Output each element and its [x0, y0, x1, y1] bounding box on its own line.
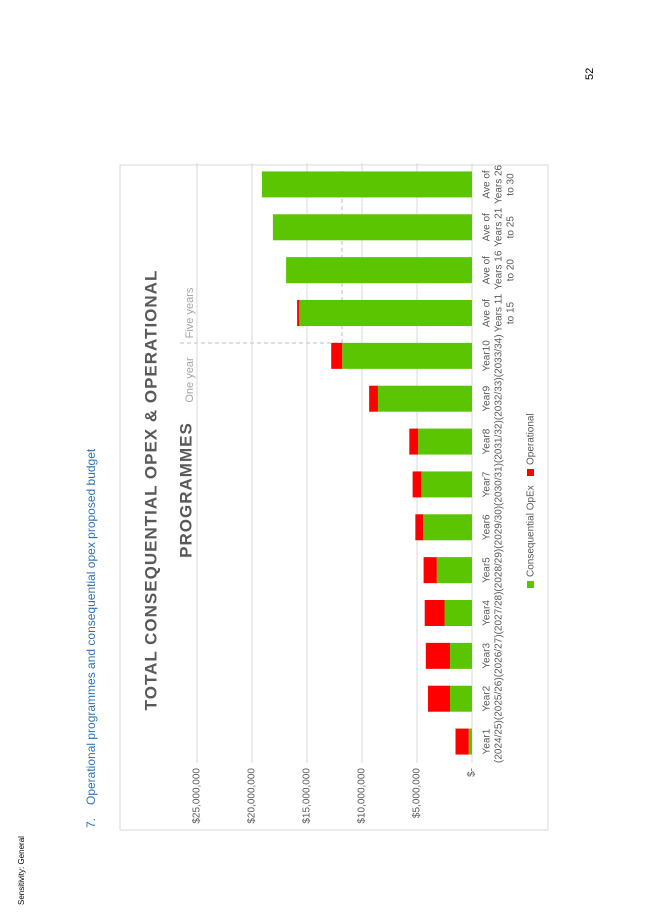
bar-segment	[412, 471, 422, 498]
x-tick-label: (2026/27)	[494, 634, 505, 677]
x-tick-label: Years 11	[494, 293, 505, 332]
x-tick-label: Years 16	[494, 250, 505, 290]
x-tick-label: (2029/30)	[494, 506, 505, 549]
x-tick-label: Ave of	[482, 256, 493, 284]
bar-segment	[415, 514, 424, 541]
chart-title: TOTAL CONSEQUENTIAL OPEX & OPERATIONAL	[141, 270, 160, 711]
bar-segment	[436, 557, 472, 584]
bar-segment	[455, 728, 469, 755]
x-tick-label: (2028/29)	[494, 549, 505, 592]
bar-segment	[409, 428, 419, 455]
chart-title: PROGRAMMES	[176, 422, 195, 558]
y-tick-label: $25,000,000	[192, 768, 203, 824]
y-tick-label: $20,000,000	[247, 768, 258, 824]
x-tick-label: (2032/33)	[494, 377, 505, 420]
legend-label: Operational	[526, 413, 537, 465]
x-tick-label: to 25	[506, 216, 517, 239]
bar-segment	[424, 600, 445, 626]
legend-label: Consequential OpEx	[526, 485, 537, 577]
x-tick-label: Ave of	[482, 213, 493, 241]
x-tick-label: Ave of	[482, 299, 493, 327]
heading: Operational programmes and consequential…	[84, 448, 98, 805]
bar-segment	[423, 514, 472, 541]
x-tick-label: Year7	[482, 471, 493, 497]
bar-segment	[377, 385, 473, 412]
x-tick-label: Year4	[482, 600, 493, 626]
bar-segment	[261, 171, 472, 198]
x-tick-label: to 20	[506, 259, 517, 282]
y-tick-label: $-	[467, 768, 478, 777]
page-number: 52	[584, 68, 596, 80]
x-tick-label: Year1	[482, 728, 493, 754]
x-tick-label: Year2	[482, 685, 493, 711]
bar-segment	[468, 728, 473, 755]
legend-swatch	[527, 469, 534, 476]
heading-number: 7.	[84, 818, 98, 828]
x-tick-label: Years 26	[494, 164, 505, 204]
x-tick-label: Year6	[482, 514, 493, 540]
x-tick-label: (2027/28)	[494, 592, 505, 635]
chart-frame	[119, 164, 549, 831]
x-tick-label: (2024/25)	[494, 720, 505, 763]
x-tick-label: Year9	[482, 385, 493, 411]
bar-segment	[418, 428, 473, 455]
x-tick-label: Year3	[482, 643, 493, 669]
y-tick-label: $10,000,000	[357, 768, 368, 824]
bar-segment	[342, 342, 473, 369]
bar-segment	[272, 214, 472, 241]
x-tick-label: Year10	[482, 340, 493, 372]
x-tick-label: to 30	[506, 173, 517, 196]
x-tick-label: to 15	[506, 301, 517, 324]
rotated-page: Sensitivity: General 7. Operational prog…	[17, 68, 596, 905]
bar-segment	[297, 300, 300, 326]
bar-segment	[331, 342, 343, 369]
x-tick-label: (2025/26)	[494, 677, 505, 720]
bar-segment	[299, 300, 472, 326]
bar-segment	[286, 257, 472, 284]
bar-segment	[425, 642, 450, 669]
annotation: Five years	[184, 287, 196, 338]
bar-segment	[421, 471, 472, 498]
x-tick-label: (2031/32)	[494, 420, 505, 463]
sensitivity-label: Sensitivity: General	[17, 836, 26, 905]
x-tick-label: Years 21	[494, 207, 505, 247]
bar-segment	[444, 600, 472, 626]
bar-segment	[369, 385, 378, 412]
bar-segment	[450, 642, 472, 669]
x-tick-label: Ave of	[482, 170, 493, 198]
legend-swatch	[527, 581, 534, 588]
bar-segment	[450, 685, 472, 712]
bar-segment	[428, 685, 450, 712]
x-tick-label: (2030/31)	[494, 463, 505, 506]
x-tick-label: Year5	[482, 557, 493, 583]
annotation: One year	[184, 357, 196, 403]
x-tick-label: Year8	[482, 428, 493, 454]
y-tick-label: $15,000,000	[302, 768, 313, 824]
x-tick-label: (2033/34)	[494, 334, 505, 377]
y-tick-label: $5,000,000	[412, 768, 423, 818]
bar-segment	[423, 557, 437, 584]
